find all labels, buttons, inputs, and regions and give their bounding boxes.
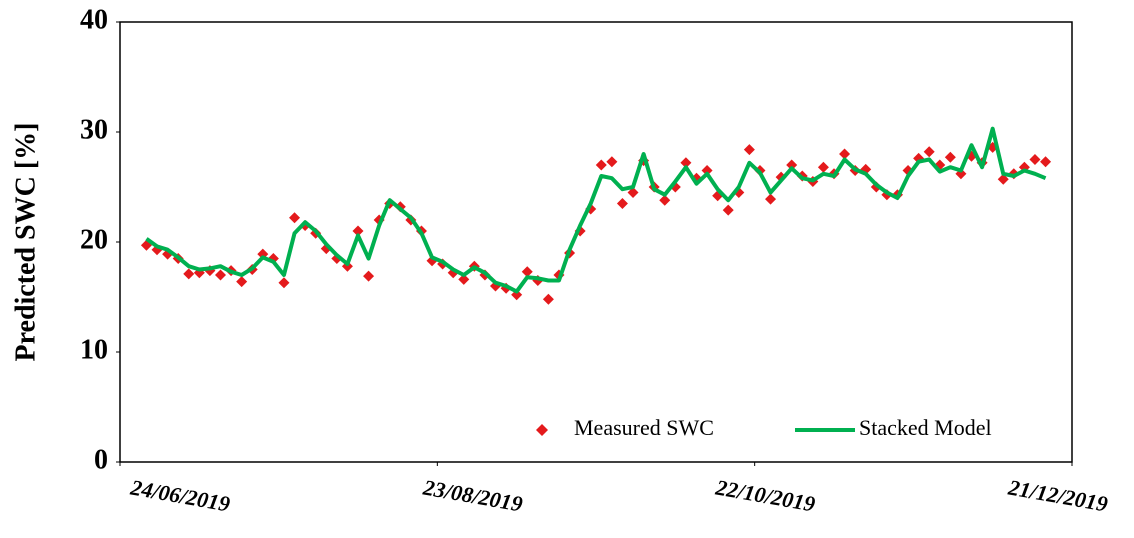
measured-point — [289, 212, 301, 224]
measured-point — [606, 156, 618, 168]
legend-label: Stacked Model — [859, 415, 992, 440]
measured-point — [616, 198, 628, 209]
measured-point — [1029, 154, 1041, 165]
measured-point — [1040, 156, 1052, 168]
x-tick-label: 24/06/2019 — [128, 474, 232, 516]
y-tick-label: 30 — [80, 114, 108, 145]
measured-point — [743, 144, 755, 156]
measured-point — [236, 276, 248, 288]
measured-point — [458, 273, 470, 285]
y-tick-label: 0 — [94, 444, 108, 475]
y-tick-label: 20 — [80, 224, 108, 255]
model-line — [145, 126, 1047, 294]
measured-point — [701, 165, 713, 176]
measured-point — [627, 187, 639, 198]
measured-point — [839, 148, 851, 160]
measured-point — [659, 194, 671, 206]
measured-point — [214, 269, 226, 281]
measured-point — [722, 204, 734, 216]
y-axis-label: Predicted SWC [%] — [10, 123, 41, 362]
measured-point — [786, 159, 798, 171]
measured-point — [521, 266, 533, 278]
x-tick-label: 21/12/2019 — [1006, 474, 1110, 516]
measured-point — [352, 225, 364, 237]
measured-point — [680, 157, 692, 169]
measured-point — [278, 277, 290, 289]
measured-point — [595, 159, 607, 171]
measured-point — [944, 151, 956, 163]
measured-point — [183, 268, 195, 280]
x-tick-label: 22/10/2019 — [713, 474, 817, 516]
measured-point — [542, 293, 554, 305]
measured-point — [765, 193, 777, 205]
y-tick-label: 40 — [80, 4, 108, 35]
measured-point — [817, 161, 829, 173]
measured-point — [363, 270, 375, 282]
legend-marker — [536, 424, 548, 436]
legend-label: Measured SWC — [574, 415, 714, 440]
plot-area — [119, 21, 1073, 463]
y-tick-label: 10 — [80, 334, 108, 365]
x-tick-label: 23/08/2019 — [420, 474, 524, 516]
measured-point — [997, 173, 1009, 185]
measured-point — [923, 146, 935, 158]
